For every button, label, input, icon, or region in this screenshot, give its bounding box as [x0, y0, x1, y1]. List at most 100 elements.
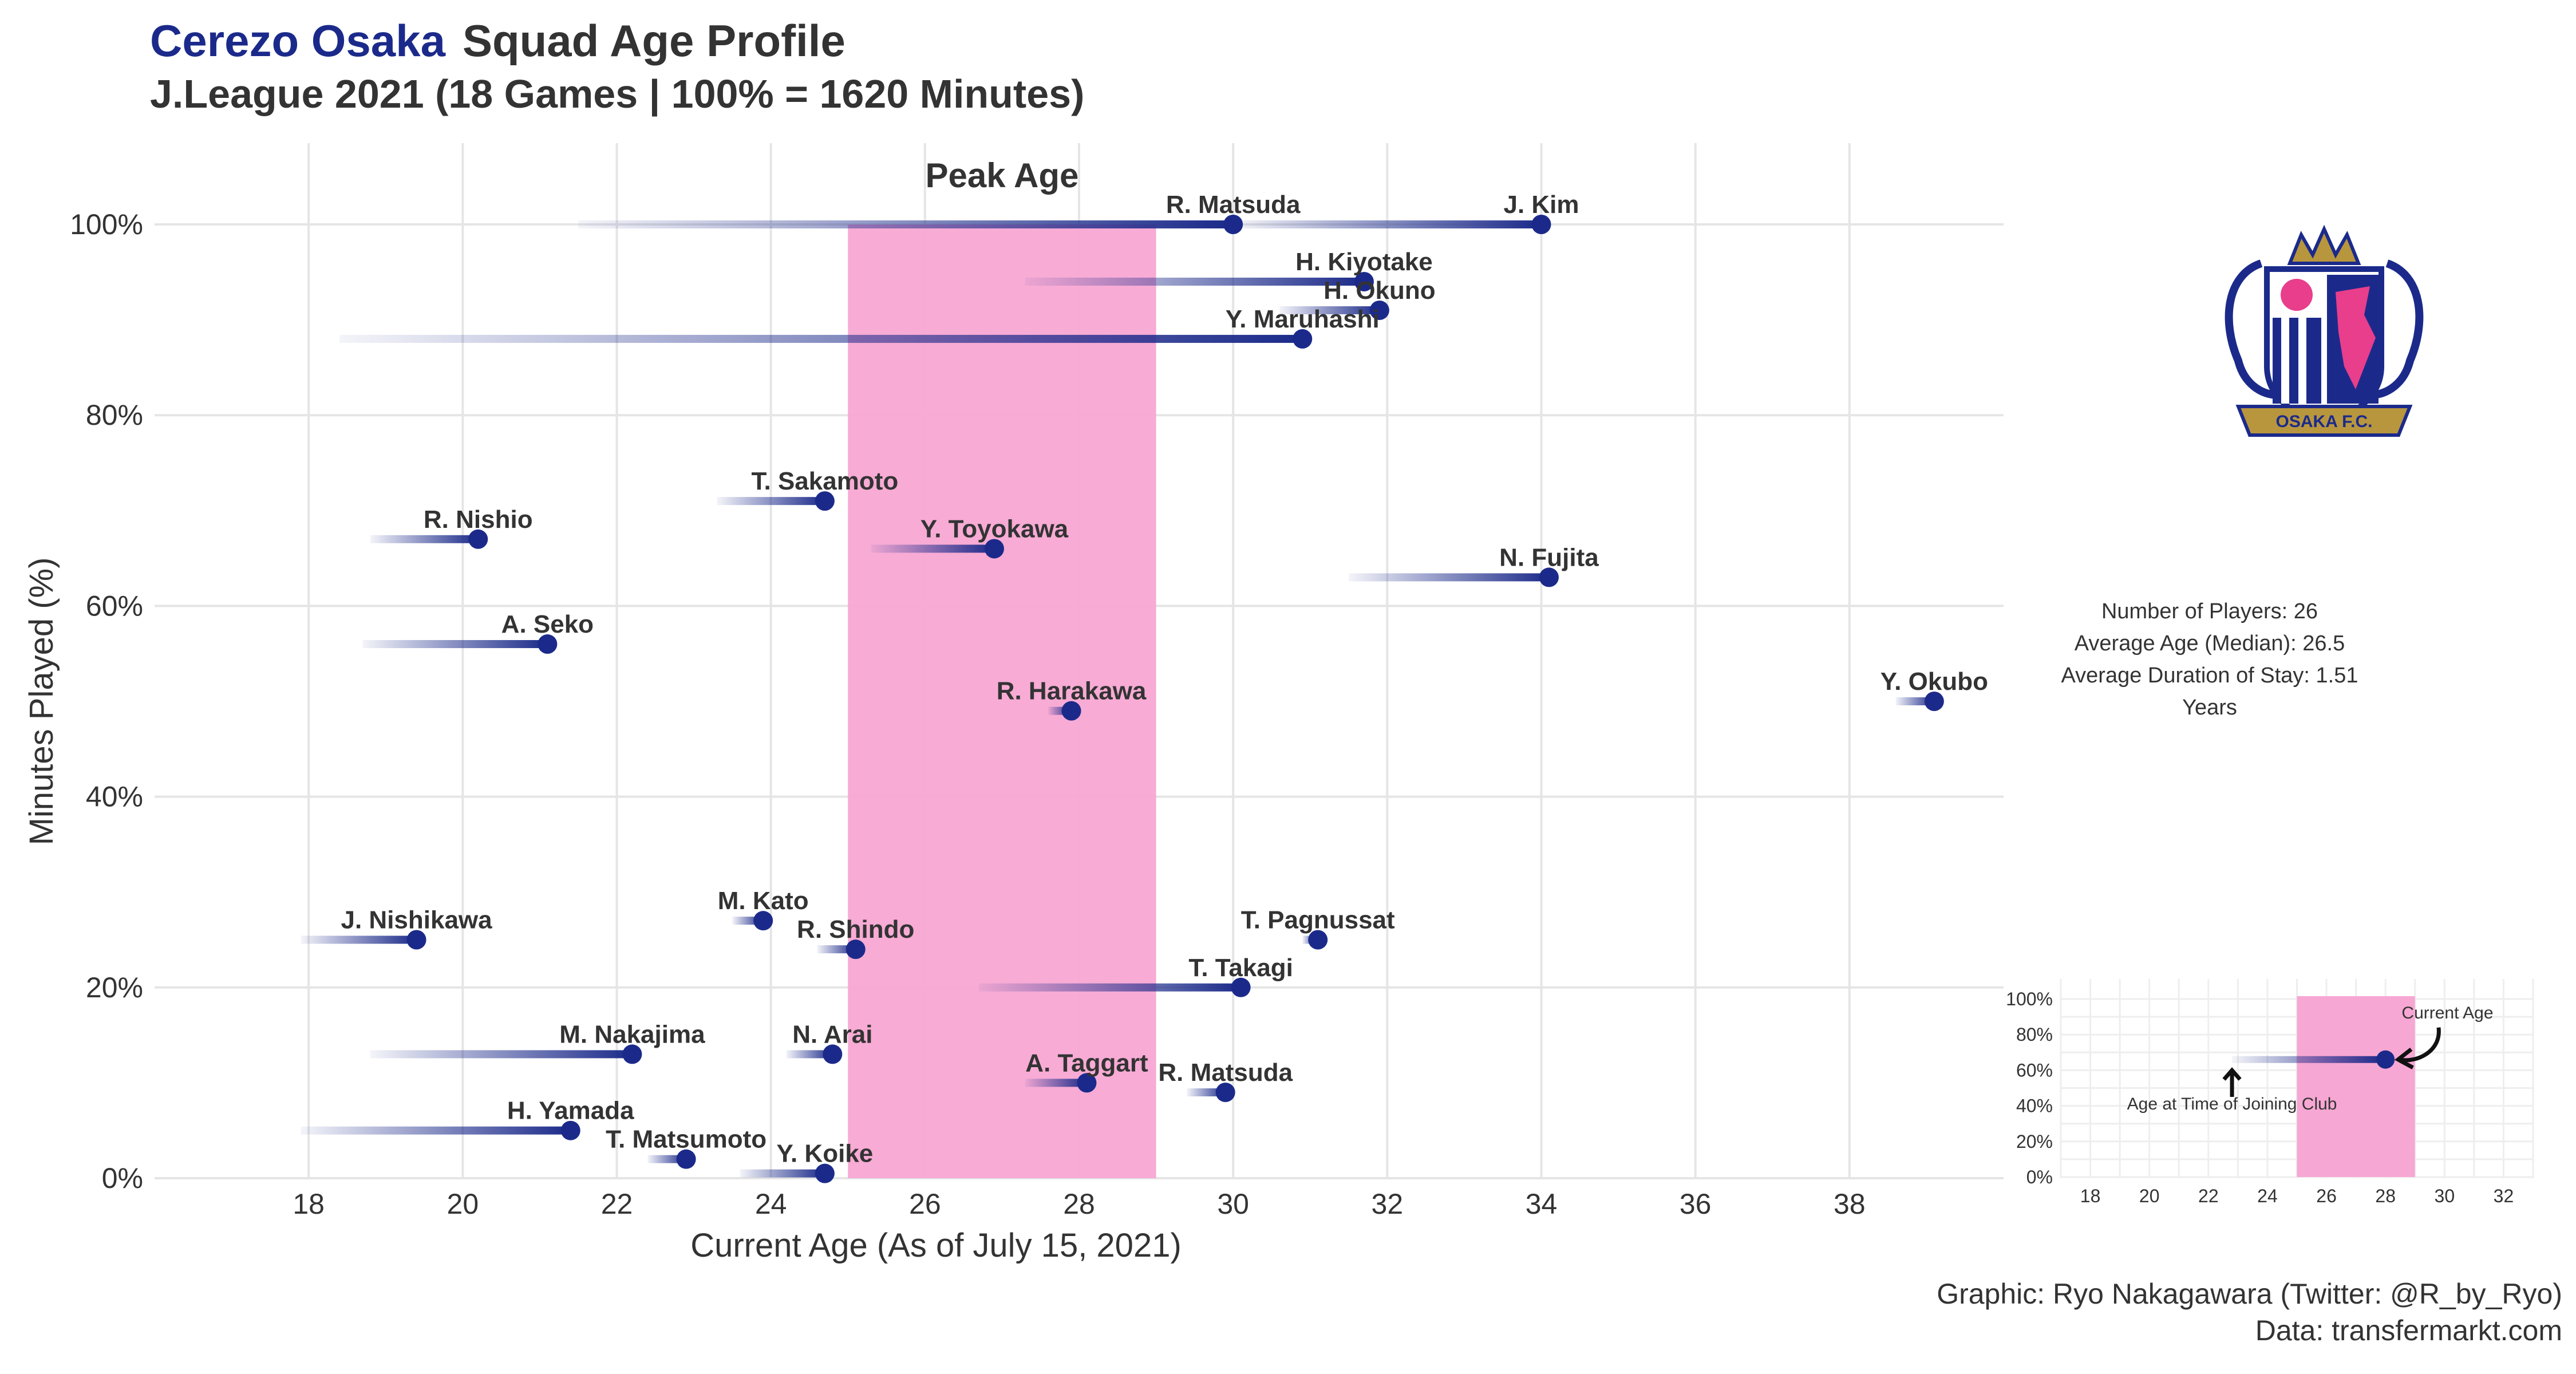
player-mark: Y. Okubo [1880, 668, 1988, 711]
player-label: Y. Okubo [1880, 668, 1988, 696]
x-tick-label: 24 [755, 1188, 787, 1220]
current-age-point [815, 491, 835, 511]
peak-age-label: Peak Age [925, 156, 1078, 195]
y-tick-label: 20% [86, 972, 143, 1004]
stat-average-stay: Average Duration of Stay: 1.51 Years [2061, 664, 2358, 720]
y-tick-label: 40% [86, 781, 143, 813]
tenure-line [1279, 306, 1380, 314]
player-label: N. Fujita [1499, 543, 1599, 571]
caption-graphic: Graphic: Ryo Nakagawara (Twitter: @R_by_… [1937, 1278, 2562, 1310]
player-label: T. Pagnussat [1241, 906, 1395, 934]
current-age-point [1354, 271, 1374, 291]
current-age-point [1293, 329, 1313, 349]
x-tick-label: 26 [909, 1188, 941, 1220]
tenure-line [1187, 1088, 1226, 1097]
player-mark: T. Takagi [979, 954, 1293, 997]
player-label: R. Matsuda [1166, 191, 1301, 219]
y-tick-label: 100% [70, 208, 143, 240]
player-mark: R. Matsuda [1158, 1059, 1293, 1103]
current-age-point [538, 634, 558, 654]
current-age-point [1231, 977, 1251, 997]
player-label: R. Shindo [797, 915, 914, 943]
player-label: T. Matsumoto [606, 1126, 767, 1154]
current-age-point [1215, 1083, 1235, 1103]
tenure-line [1025, 1079, 1087, 1087]
crest-dragon [2336, 286, 2376, 389]
player-label: Y. Koike [777, 1140, 874, 1168]
crest-stripe [2281, 318, 2289, 404]
player-label: R. Matsuda [1158, 1059, 1293, 1087]
crest-ribbon [2235, 405, 2413, 437]
current-age-point [468, 529, 488, 549]
current-age-point [676, 1149, 696, 1169]
player-mark: H. Okuno [1279, 277, 1436, 320]
y-tick-label: 0% [102, 1162, 143, 1194]
player-label: N. Arai [792, 1020, 872, 1048]
x-tick-label: 34 [1526, 1188, 1558, 1220]
player-mark: Y. Koike [740, 1140, 873, 1183]
current-age-point [1061, 701, 1081, 721]
current-age-point [984, 539, 1004, 559]
current-age-point [406, 930, 426, 950]
x-tick-label: 20 [447, 1188, 479, 1220]
player-mark: R. Shindo [797, 915, 914, 960]
title-rest: Squad Age Profile [462, 15, 846, 66]
tenure-line [1233, 220, 1542, 228]
x-tick-label: 30 [1217, 1188, 1249, 1220]
player-label: Y. Maruhashi [1226, 305, 1380, 333]
current-age-point [1539, 567, 1559, 587]
player-label: J. Nishikawa [341, 906, 493, 934]
tenure-line [1025, 277, 1364, 286]
crest-sakura [2281, 279, 2313, 311]
player-label: R. Nishio [424, 506, 533, 534]
title-club: Cerezo Osaka [150, 15, 445, 66]
caption-data: Data: transfermarkt.com [2255, 1314, 2562, 1347]
player-mark: R. Matsuda [578, 191, 1301, 234]
player-label: Y. Toyokawa [920, 515, 1069, 543]
x-tick-label: 18 [293, 1188, 325, 1220]
current-age-point [622, 1044, 642, 1064]
crest-crown [2287, 224, 2361, 265]
x-tick-label: 36 [1680, 1188, 1712, 1220]
current-age-point [846, 939, 866, 960]
player-mark: N. Fujita [1349, 543, 1599, 587]
player-label: H. Okuno [1323, 277, 1436, 305]
tenure-line [647, 1155, 686, 1163]
club-crest-logo: OSAKA F.C. [2225, 224, 2424, 437]
crest-stripe [2298, 318, 2306, 404]
tenure-line [786, 1050, 833, 1059]
player-mark: T. Sakamoto [717, 467, 898, 511]
current-age-point [753, 911, 773, 931]
peak-age-band [848, 224, 1156, 1178]
tenure-line [817, 945, 856, 954]
player-mark: J. Nishikawa [301, 906, 492, 950]
stat-number-of-players: Number of Players: 26 [2101, 599, 2318, 623]
player-mark: M. Kato [718, 887, 809, 931]
player-label: A. Seko [501, 610, 594, 638]
tenure-line [578, 220, 1234, 228]
chart-title: Cerezo Osaka Squad Age Profile [150, 15, 846, 67]
tenure-line [871, 544, 994, 553]
player-mark: A. Seko [362, 610, 594, 654]
y-axis-title: Minutes Played (%) [23, 558, 60, 846]
player-mark: H. Kiyotake [1025, 248, 1433, 291]
player-label: R. Harakawa [997, 677, 1147, 705]
x-axis-title: Current Age (As of July 15, 2021) [690, 1227, 1182, 1264]
crest-ribbon-text: OSAKA F.C. [2276, 412, 2373, 431]
player-label: J. Kim [1503, 191, 1579, 219]
player-mark: Y. Toyokawa [871, 515, 1069, 559]
tenure-line [301, 935, 417, 944]
caption: Graphic: Ryo Nakagawara (Twitter: @R_by_… [1937, 1276, 2562, 1349]
crest-stripe-panel [2273, 318, 2321, 404]
player-label: T. Takagi [1188, 954, 1293, 982]
current-age-point [823, 1044, 843, 1064]
player-mark: H. Yamada [301, 1097, 634, 1140]
tenure-line [362, 640, 548, 649]
player-mark: A. Taggart [1025, 1049, 1148, 1093]
player-label: H. Yamada [507, 1097, 634, 1125]
x-tick-label: 32 [1372, 1188, 1404, 1220]
player-label: M. Nakajima [559, 1020, 705, 1048]
y-tick-label: 60% [86, 590, 143, 622]
